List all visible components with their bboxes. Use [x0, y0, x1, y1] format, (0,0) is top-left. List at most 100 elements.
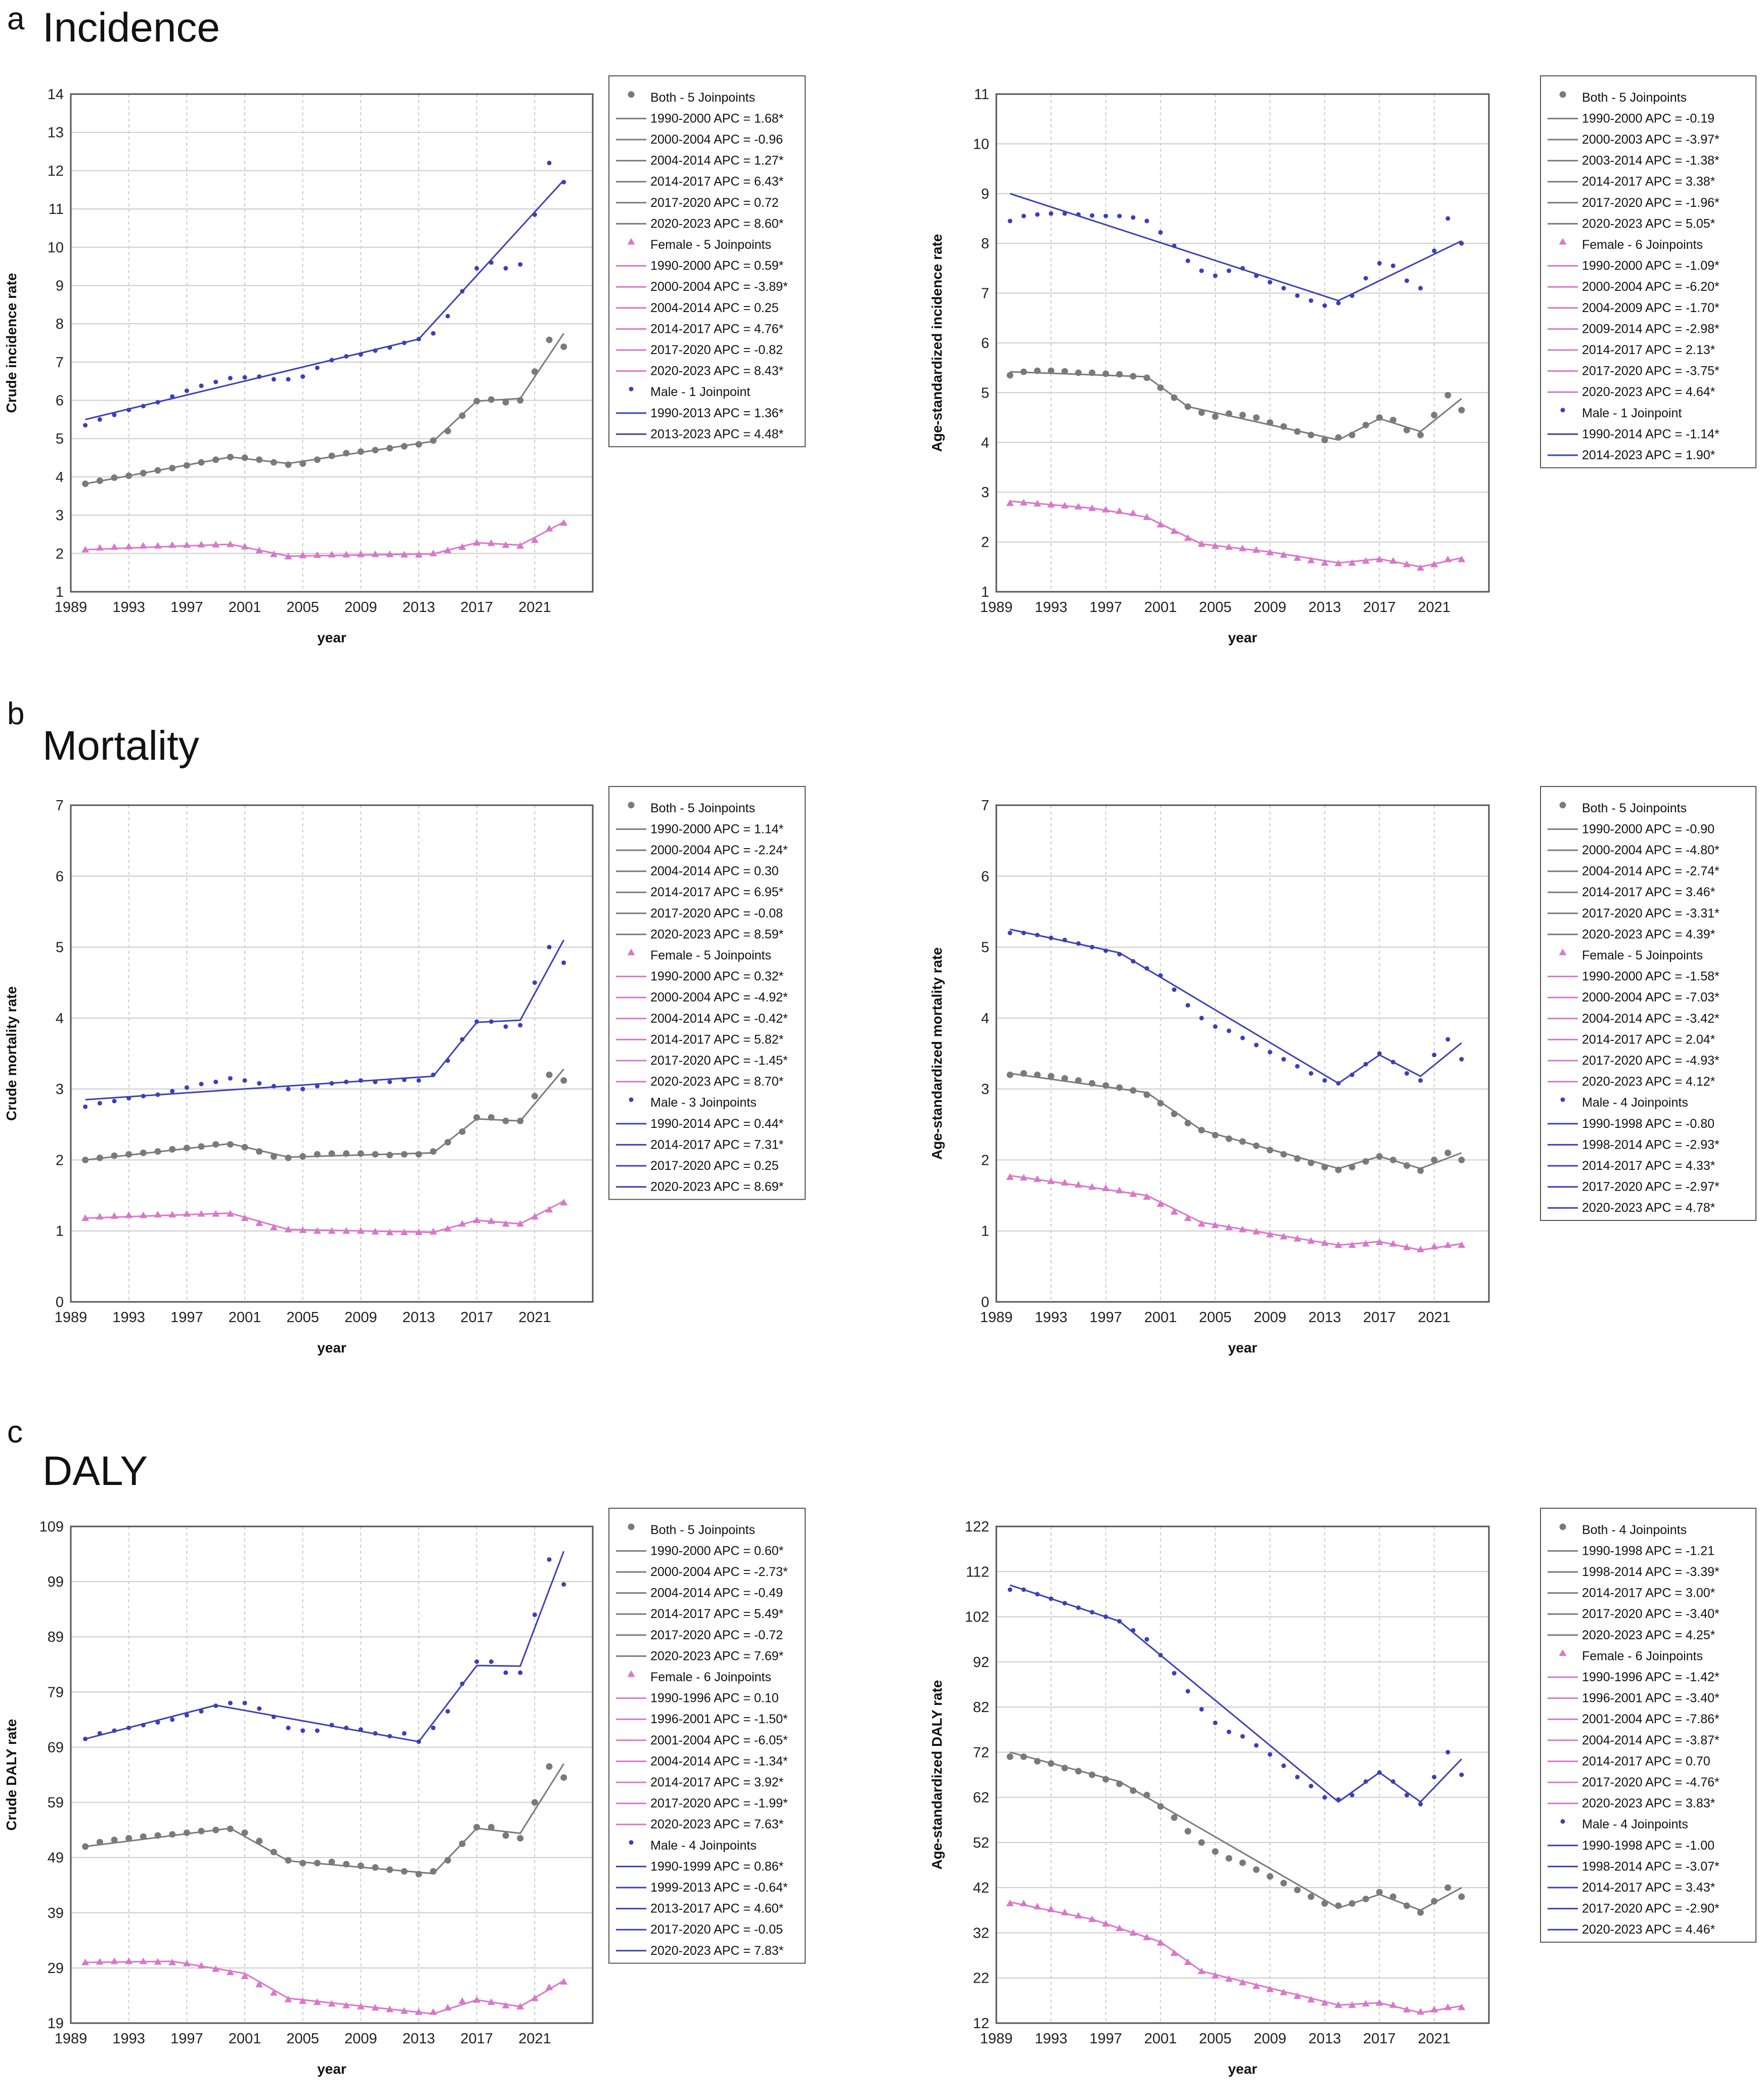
y-tick-label: 13: [48, 125, 64, 141]
x-tick-label: 1993: [112, 2031, 145, 2047]
data-point-male: [1117, 952, 1122, 957]
data-point-female: [1348, 1241, 1356, 1248]
legend-entry: 2017-2020 APC = 0.25: [650, 1159, 779, 1173]
legend-marker-both: [628, 802, 635, 809]
data-point-male: [1172, 987, 1177, 992]
data-point-female: [212, 1965, 220, 1972]
data-point-both: [1362, 1158, 1369, 1165]
y-tick-label: 4: [981, 435, 989, 451]
data-point-female: [1020, 1899, 1028, 1907]
legend-entry: Male - 4 Joinpoints: [1582, 1817, 1688, 1831]
data-point-female: [1362, 2000, 1370, 2007]
legend-marker-male: [629, 1097, 634, 1102]
data-point-male: [1459, 1057, 1464, 1062]
data-point-both: [140, 469, 147, 476]
data-point-male: [1007, 1587, 1012, 1592]
y-tick-label: 4: [56, 469, 64, 486]
data-point-both: [1458, 1893, 1465, 1900]
data-point-male: [1377, 1770, 1382, 1775]
chart-panel-4: 0 1 2 3 4 5 6 7 1989 1993 1997 2001 2005 2009 2013 2017…: [929, 786, 1756, 1355]
data-point-male: [112, 1099, 117, 1104]
data-point-female: [400, 1229, 408, 1236]
data-point-both: [1321, 436, 1328, 444]
data-point-male: [1103, 948, 1108, 953]
series-female: [81, 1199, 568, 1236]
data-point-both: [270, 1153, 277, 1160]
data-point-female: [429, 2008, 437, 2015]
y-tick-label: 4: [56, 1011, 64, 1027]
data-point-female: [1293, 1235, 1301, 1242]
data-point-both: [1348, 431, 1355, 439]
data-point-both: [125, 1834, 133, 1842]
legend-box: Both - 5 Joinpoints 1990-2000 APC = 0.60*…: [608, 1508, 806, 1964]
x-tick-label: 2005: [1199, 2031, 1232, 2047]
data-point-male: [1172, 243, 1177, 248]
data-point-male: [344, 1079, 349, 1084]
legend-entry: 2014-2017 APC = 3.46*: [1582, 885, 1715, 899]
data-point-both: [1212, 413, 1219, 420]
y-tick-label: 9: [981, 186, 989, 202]
legend-entry: 2000-2004 APC = -2.73*: [650, 1565, 788, 1579]
legend-entry: 2009-2014 APC = -2.98*: [1582, 322, 1720, 336]
data-point-male: [1213, 1720, 1218, 1725]
data-point-female: [139, 1211, 147, 1218]
data-point-female: [1170, 527, 1178, 534]
data-point-male: [1035, 212, 1040, 217]
data-point-female: [371, 550, 379, 557]
data-point-female: [1225, 543, 1233, 550]
x-tick-label: 2017: [1363, 599, 1396, 616]
x-tick-label: 2005: [1199, 599, 1232, 616]
data-point-male: [1021, 1587, 1026, 1592]
y-tick-label: 12: [48, 163, 64, 179]
data-point-female: [1307, 556, 1315, 563]
data-point-both: [1102, 1082, 1109, 1089]
legend-entry: 2017-2020 APC = -1.96*: [1582, 196, 1720, 210]
data-point-both: [227, 454, 234, 461]
data-point-male: [503, 1024, 508, 1029]
data-point-female: [1225, 1223, 1233, 1231]
data-point-female: [386, 550, 394, 557]
data-point-female: [313, 1227, 321, 1234]
data-point-both: [1130, 373, 1137, 380]
y-tick-label: 5: [56, 940, 64, 956]
data-point-female: [1006, 1899, 1014, 1907]
data-point-both: [1061, 368, 1068, 375]
legend-entry: 1990-2000 APC = -1.58*: [1582, 970, 1720, 984]
x-tick-label: 2009: [344, 2031, 377, 2047]
data-point-female: [1157, 1939, 1165, 1946]
series-both: [82, 333, 567, 488]
data-point-male: [1089, 945, 1094, 950]
data-point-male: [460, 1681, 465, 1686]
data-point-female: [154, 1958, 162, 1965]
data-point-both: [343, 450, 350, 457]
data-point-female: [1143, 513, 1151, 520]
data-point-female: [168, 1958, 177, 1965]
data-point-female: [342, 551, 350, 558]
data-point-female: [154, 1210, 162, 1218]
data-point-both: [1157, 1100, 1164, 1107]
data-point-female: [1252, 1228, 1260, 1235]
y-tick-label: 7: [981, 798, 989, 814]
data-point-male: [184, 388, 189, 393]
data-point-both: [1171, 394, 1178, 401]
y-tick-label: 2: [56, 546, 64, 562]
data-point-both: [415, 1151, 422, 1158]
y-axis-title: Age-standardized incidence rate: [929, 234, 945, 452]
data-point-male: [503, 1670, 508, 1675]
data-point-male: [1432, 1774, 1437, 1779]
data-point-both: [125, 472, 133, 479]
data-point-female: [1088, 1183, 1096, 1190]
legend-entry: 1990-1998 APC = -1.21: [1582, 1544, 1714, 1558]
fitted-line-both: [85, 333, 564, 485]
section-a-header: a Incidence: [7, 2, 220, 51]
data-point-both: [372, 1151, 379, 1158]
data-point-both: [212, 456, 219, 463]
data-point-male: [1131, 1628, 1136, 1633]
data-point-both: [1280, 423, 1287, 430]
data-point-female: [1129, 509, 1137, 516]
y-tick-label: 3: [981, 485, 989, 501]
data-point-male: [329, 1723, 334, 1728]
data-point-female: [531, 536, 539, 543]
x-axis-title: year: [317, 2061, 346, 2077]
